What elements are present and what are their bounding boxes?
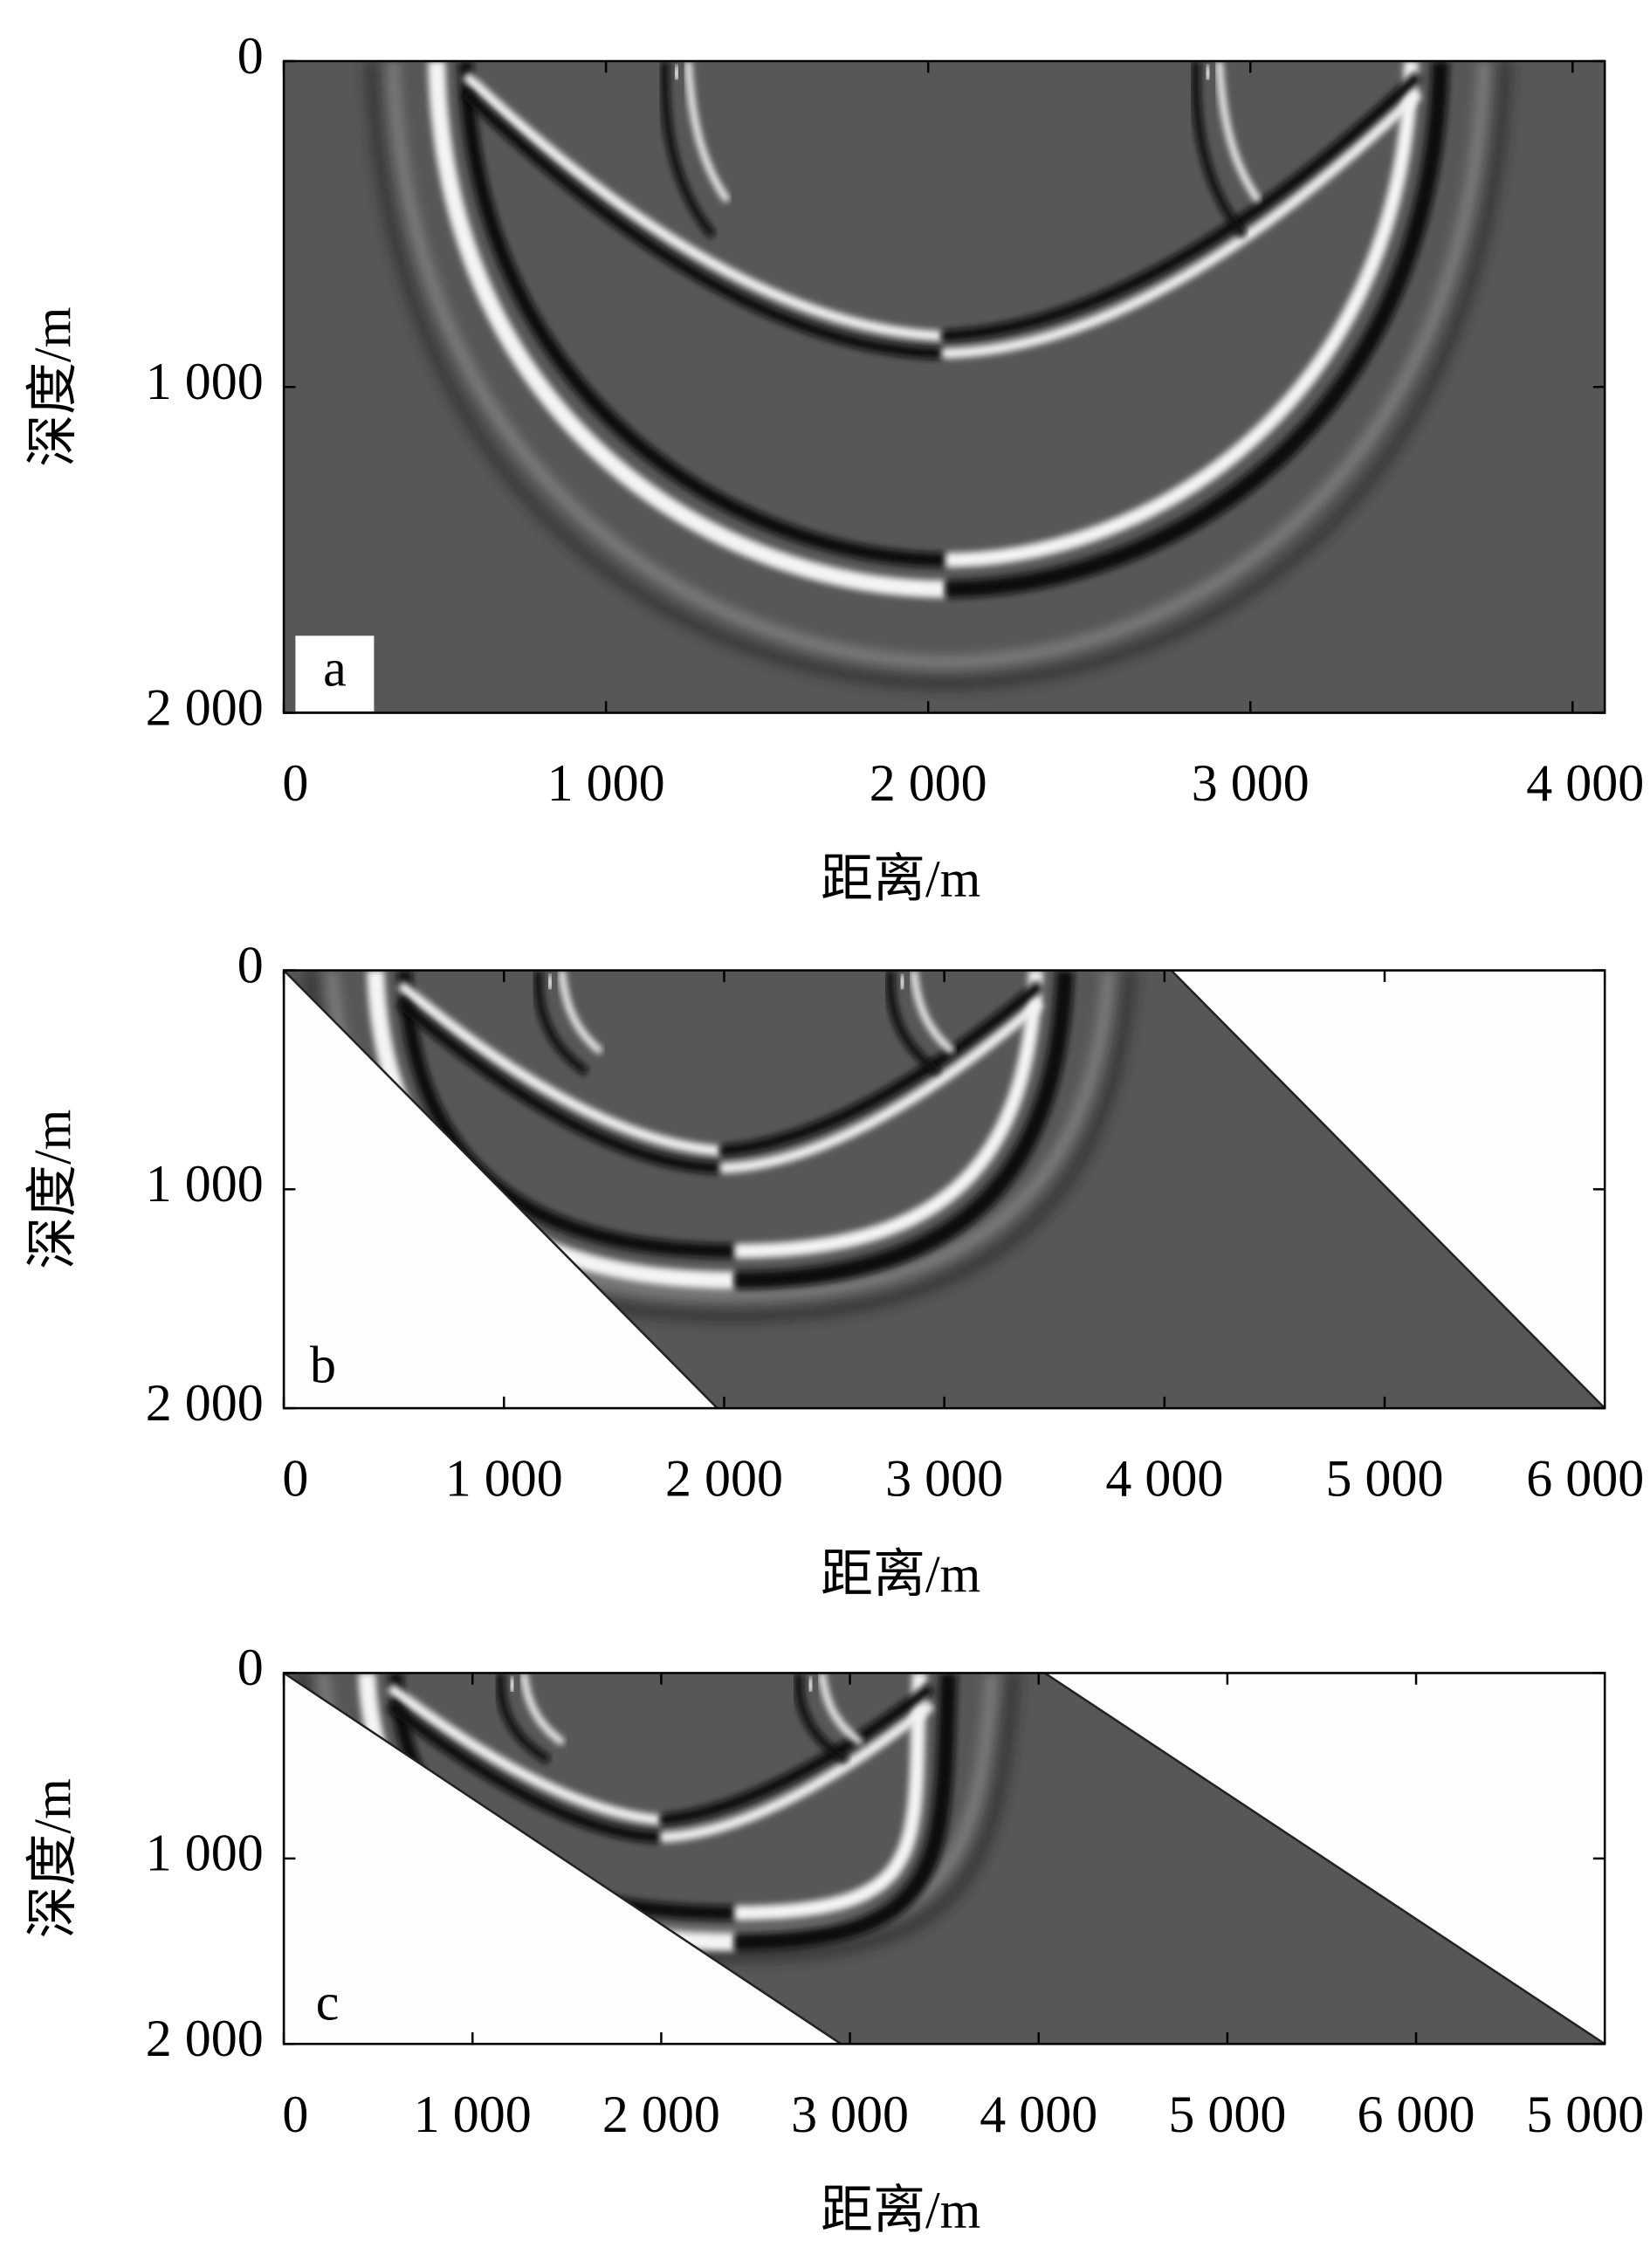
wave-pattern	[942, 89, 1422, 359]
wave-pattern	[660, 1682, 935, 1826]
y-tick-label: 0	[237, 1639, 264, 1696]
wave-pattern	[546, 973, 554, 991]
y-tick-label: 1 000	[146, 1825, 264, 1882]
masked-region	[284, 1673, 843, 2045]
wave-pattern	[818, 1673, 864, 1746]
wave-pattern	[558, 970, 604, 1055]
x-tick-label: 5 000	[1326, 1450, 1444, 1508]
wave-pattern	[1215, 60, 1262, 203]
masked-region	[1169, 970, 1605, 1409]
wave-pattern	[941, 71, 1423, 342]
x-tick-label: 0	[282, 1450, 308, 1508]
wave-pattern	[910, 970, 956, 1055]
y-axis-label: 深度/m	[24, 307, 82, 467]
x-tick-label: 4 000	[1105, 1450, 1223, 1508]
x-tick-label: 3 000	[1192, 754, 1310, 812]
wave-pattern	[386, 1700, 661, 1844]
y-tick-label: 1 000	[146, 353, 264, 410]
x-tick-label: 6 000	[1358, 2086, 1475, 2143]
wave-pattern	[1191, 60, 1248, 239]
x-tick-label: 4 000	[980, 2086, 1097, 2143]
wave-pattern	[734, 970, 1074, 1289]
wave-pattern	[794, 1673, 849, 1764]
x-tick-label: 3 000	[885, 1450, 1003, 1508]
panel-label: a	[323, 639, 347, 697]
wave-pattern	[428, 60, 946, 598]
wave-pattern	[945, 60, 1449, 598]
y-tick-label: 0	[237, 27, 264, 85]
wavefield	[284, 970, 1605, 1409]
y-axis-label: 深度/m	[24, 1110, 82, 1269]
wave-pattern	[719, 980, 1044, 1157]
panel-label: c	[316, 1973, 340, 2031]
x-tick-label: 2 000	[870, 754, 987, 812]
wave-pattern	[363, 60, 1514, 691]
wavefield	[284, 60, 1605, 713]
x-tick-label: 5 000	[1168, 2086, 1286, 2143]
x-tick-label: 3 000	[791, 2086, 909, 2143]
panel-label-box	[295, 636, 375, 711]
wave-pattern	[533, 970, 589, 1076]
y-tick-label: 2 000	[146, 2010, 264, 2067]
masked-region	[284, 970, 719, 1409]
wave-pattern	[1203, 65, 1213, 82]
x-tick-label: 1 000	[445, 1450, 563, 1508]
wave-pattern	[945, 60, 1419, 567]
wave-pattern	[387, 1683, 662, 1825]
wave-pattern	[885, 970, 941, 1076]
masked-region	[1042, 1673, 1605, 2045]
wave-pattern	[734, 970, 1043, 1259]
wave-pattern	[496, 1673, 551, 1764]
wave-pattern	[396, 998, 721, 1174]
wave-pattern	[684, 60, 731, 203]
wave-pattern	[461, 88, 943, 360]
wave-pattern	[672, 65, 681, 82]
wavefield-background	[284, 60, 1605, 713]
wave-pattern	[734, 1673, 927, 1921]
wave-pattern	[507, 1676, 517, 1694]
y-tick-label: 2 000	[146, 1374, 264, 1432]
wave-pattern	[458, 60, 946, 567]
wave-pattern	[396, 980, 721, 1156]
x-tick-label: 2 000	[665, 1450, 783, 1508]
wave-pattern	[806, 1676, 815, 1694]
wavefield	[284, 1673, 1605, 2045]
x-tick-label: 0	[282, 754, 308, 812]
x-tick-label: 1 000	[547, 754, 665, 812]
wave-pattern	[734, 1673, 958, 1951]
wave-pattern	[462, 72, 943, 341]
x-axis-label: 距离/m	[821, 2182, 980, 2239]
wave-pattern	[660, 60, 717, 239]
y-tick-label: 0	[237, 936, 264, 993]
x-tick-label: 1 000	[414, 2086, 532, 2143]
wave-pattern	[897, 973, 907, 991]
y-tick-label: 1 000	[146, 1155, 264, 1213]
x-tick-label: 5 000	[1526, 2086, 1644, 2143]
y-axis-label: 深度/m	[24, 1778, 82, 1938]
x-axis-label: 距离/m	[821, 850, 980, 908]
wave-pattern	[519, 1673, 566, 1746]
wave-pattern	[387, 60, 1490, 668]
x-tick-label: 2 000	[602, 2086, 720, 2143]
x-tick-label: 6 000	[1526, 1450, 1644, 1508]
x-tick-label: 0	[282, 2086, 308, 2143]
wave-pattern	[660, 1701, 935, 1843]
x-axis-label: 距离/m	[821, 1546, 980, 1604]
panel-label: b	[310, 1337, 336, 1394]
x-tick-label: 4 000	[1526, 754, 1644, 812]
wave-pattern	[719, 998, 1044, 1173]
y-tick-label: 2 000	[146, 678, 264, 736]
